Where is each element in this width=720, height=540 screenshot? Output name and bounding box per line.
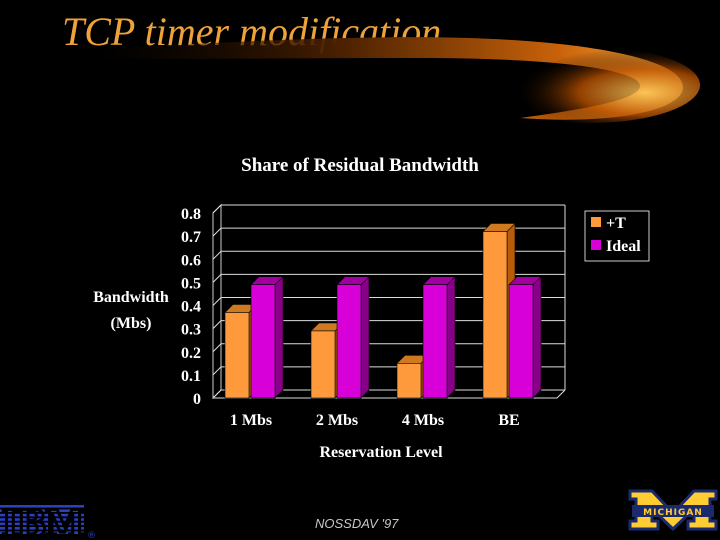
y-tick-label: 0.5 bbox=[181, 275, 201, 292]
chart-title: Share of Residual Bandwidth bbox=[241, 155, 479, 176]
grid-line bbox=[212, 250, 565, 260]
bar-ideal-0 bbox=[250, 275, 284, 399]
ibm-logo: IBM ® bbox=[0, 502, 96, 540]
legend-swatch-1 bbox=[591, 240, 601, 250]
y-tick-label: 0.4 bbox=[181, 299, 201, 316]
bar-ideal-2 bbox=[422, 275, 456, 399]
legend-swatch-0 bbox=[591, 217, 601, 227]
y-tick-label: 0.1 bbox=[181, 368, 201, 385]
x-axis-ticks: 1 Mbs 2 Mbs 4 Mbs BE bbox=[230, 412, 520, 429]
x-tick-label: 4 Mbs bbox=[402, 412, 444, 429]
grid-line bbox=[212, 204, 565, 214]
y-axis-label-line-2: (Mbs) bbox=[111, 315, 152, 332]
title-swoosh bbox=[60, 37, 700, 123]
y-tick-label: 0.7 bbox=[181, 229, 201, 246]
chart-bars bbox=[224, 222, 542, 399]
legend-label-0: +T bbox=[606, 215, 626, 232]
ibm-logo-text: IBM bbox=[1, 503, 83, 540]
bar-ideal-3 bbox=[508, 275, 542, 399]
chart-legend: +T Ideal bbox=[584, 210, 650, 262]
registered-mark: ® bbox=[87, 531, 96, 540]
slide-footer: NOSSDAV '97 bbox=[315, 516, 399, 531]
michigan-logo: MICHIGAN bbox=[628, 489, 718, 532]
x-axis-label: Reservation Level bbox=[319, 444, 443, 461]
x-tick-label: BE bbox=[498, 412, 519, 429]
y-axis-label-line-1: Bandwidth bbox=[93, 289, 169, 306]
y-tick-label: 0.2 bbox=[181, 345, 201, 362]
grid-line bbox=[212, 273, 565, 283]
x-tick-label: 1 Mbs bbox=[230, 412, 272, 429]
y-tick-label: 0 bbox=[193, 391, 201, 408]
y-tick-label: 0.6 bbox=[181, 252, 201, 269]
x-tick-label: 2 Mbs bbox=[316, 412, 358, 429]
y-axis-ticks: 0 0.1 0.2 0.3 0.4 0.5 0.6 0.7 0.8 bbox=[181, 206, 201, 408]
legend-label-1: Ideal bbox=[606, 238, 641, 255]
michigan-logo-text: MICHIGAN bbox=[643, 508, 703, 518]
grid-line bbox=[212, 227, 565, 237]
bar-ideal-1 bbox=[336, 275, 370, 399]
y-tick-label: 0.8 bbox=[181, 206, 201, 223]
y-tick-label: 0.3 bbox=[181, 322, 201, 339]
